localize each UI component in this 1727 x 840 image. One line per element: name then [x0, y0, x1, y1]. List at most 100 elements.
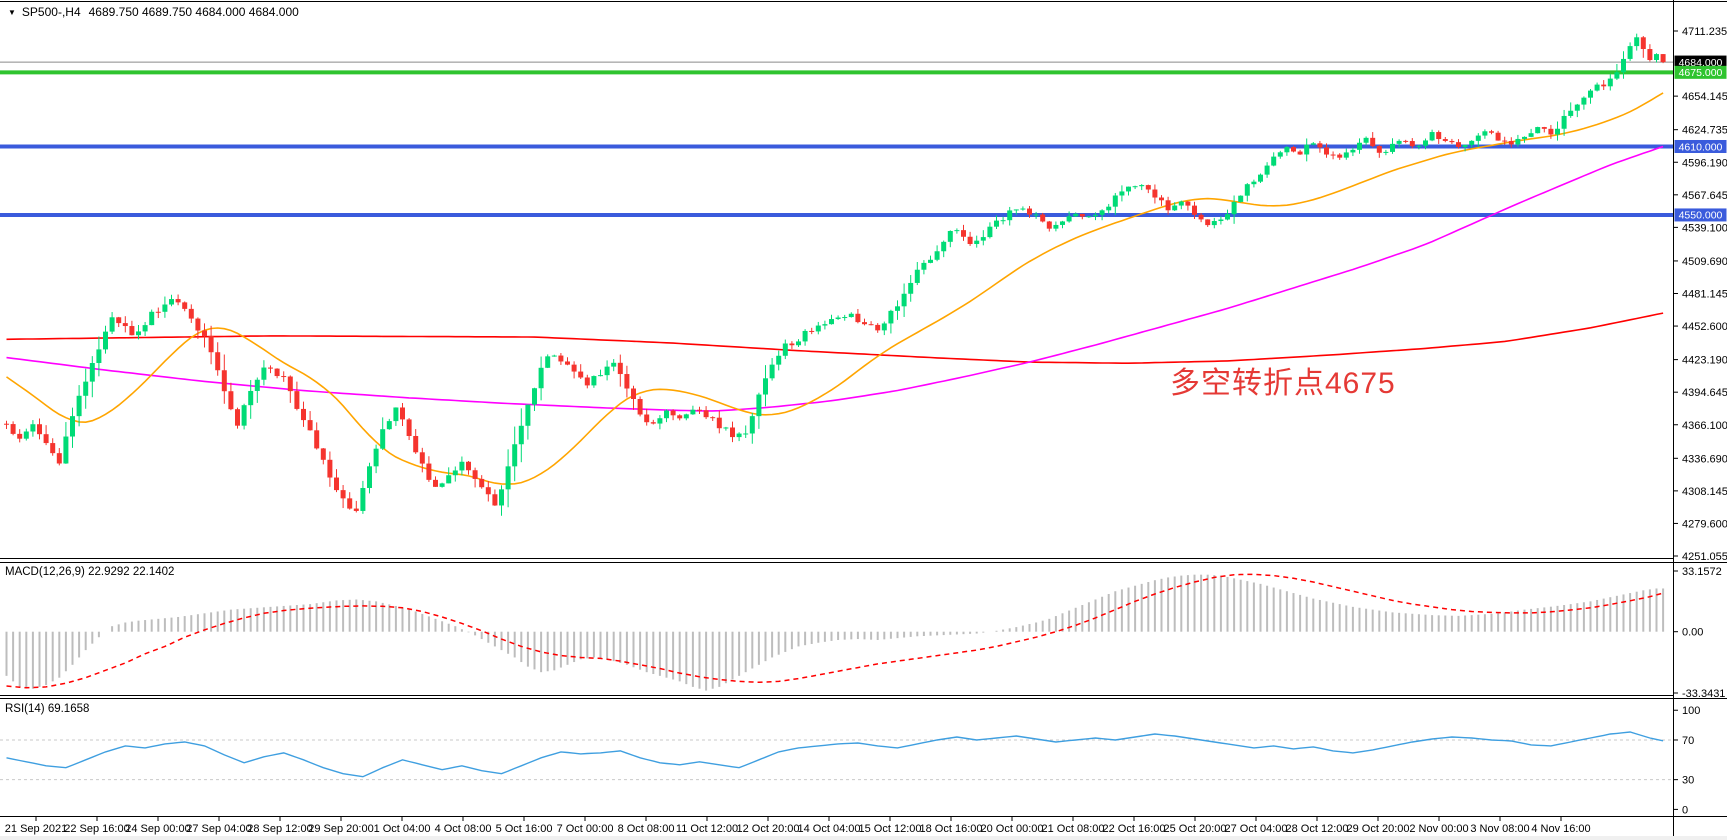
candle	[169, 299, 174, 305]
rsi-panel[interactable]: 100 70 30 0	[0, 697, 1727, 817]
candle	[644, 414, 650, 423]
time-axis-label: 21 Sep 2021	[5, 823, 67, 835]
candle	[736, 433, 742, 438]
candle	[1495, 132, 1501, 141]
candle	[617, 362, 623, 375]
candle	[1165, 200, 1171, 211]
price-axis-label: 4423.190	[1682, 355, 1727, 367]
candle	[690, 409, 696, 415]
chart-annotation[interactable]: 多空转折点4675	[1170, 367, 1396, 400]
rsi-axis-label: 70	[1682, 735, 1694, 747]
price-axis-label: 4452.600	[1682, 321, 1727, 333]
candle	[274, 368, 280, 377]
candle	[1258, 174, 1263, 182]
candle	[901, 293, 907, 307]
candle	[1264, 165, 1270, 175]
candle	[1291, 147, 1296, 152]
candle	[545, 356, 551, 368]
candle	[1548, 128, 1554, 135]
time-axis-label: 18 Oct 16:00	[920, 823, 983, 835]
candle	[941, 241, 947, 252]
candle	[1370, 137, 1376, 147]
candle	[683, 414, 689, 419]
candle	[928, 259, 933, 263]
symbol-name: SP500-,H4	[21, 5, 81, 19]
main-chart-panel[interactable]: 4711.235 4654.145 4624.735 4596.190 4567.645…	[0, 0, 1727, 560]
candle	[1627, 46, 1633, 59]
candle	[611, 362, 617, 367]
ma-mid-magenta-line	[6, 145, 1664, 412]
price-axis-label: 4654.145	[1682, 91, 1727, 103]
candle	[1396, 140, 1402, 144]
time-axis-label: 29 Oct 20:00	[1347, 823, 1410, 835]
candle	[413, 435, 419, 453]
macd-axis-label: 0.00	[1682, 627, 1703, 639]
candle	[301, 408, 306, 421]
candle	[987, 226, 993, 238]
candle	[1475, 135, 1481, 141]
candle	[961, 230, 966, 237]
time-axis-label: 22 Sep 16:00	[64, 823, 129, 835]
candle	[373, 448, 379, 467]
candle	[1205, 219, 1211, 226]
candle	[1383, 151, 1389, 153]
candle	[1429, 132, 1435, 141]
candle	[446, 475, 452, 484]
candle	[4, 423, 9, 425]
candle	[571, 364, 577, 372]
candle	[261, 367, 267, 380]
candle	[1502, 140, 1508, 142]
candle	[1350, 149, 1356, 153]
candle	[677, 415, 683, 419]
candle	[241, 405, 247, 426]
candle	[908, 282, 914, 294]
candle	[1654, 54, 1659, 61]
price-tag-label: 4675.000	[1679, 67, 1723, 79]
candle	[452, 470, 458, 476]
candle	[1376, 146, 1382, 153]
candle	[89, 363, 95, 382]
price-axis-label: 4711.235	[1682, 26, 1727, 38]
candle	[287, 376, 293, 392]
candle	[505, 466, 511, 490]
candle	[551, 355, 557, 357]
candle	[776, 355, 782, 365]
candle	[782, 343, 788, 356]
macd-panel[interactable]: 33.1572 0.00 -33.3431	[0, 560, 1727, 697]
candle	[17, 433, 23, 439]
candle	[327, 459, 333, 478]
candle	[492, 494, 498, 506]
candle	[1508, 141, 1514, 145]
candle	[1416, 145, 1422, 147]
candle	[1436, 132, 1442, 140]
price-tag	[1674, 55, 1727, 69]
candle	[1119, 191, 1125, 196]
candle	[221, 370, 227, 392]
price-axis-label: 4567.645	[1682, 190, 1727, 202]
price-axis-label: 4481.145	[1682, 289, 1727, 301]
candle	[1218, 219, 1224, 222]
candle	[334, 477, 339, 491]
candle	[340, 490, 346, 499]
candle	[1238, 195, 1244, 202]
candle	[466, 461, 471, 471]
symbol-dropdown-icon[interactable]: ▼	[8, 8, 16, 17]
candle	[518, 425, 524, 445]
macd-axis-label: 33.1572	[1682, 566, 1722, 578]
candle	[1000, 220, 1006, 222]
candle	[56, 453, 62, 464]
candle	[1060, 221, 1065, 225]
candles-layer	[4, 33, 1666, 516]
price-axis-label: 4596.190	[1682, 157, 1727, 169]
candle	[1079, 213, 1085, 217]
price-tag	[1674, 139, 1727, 153]
candle	[657, 418, 663, 424]
candle	[796, 341, 801, 346]
price-axis-label: 4336.690	[1682, 453, 1727, 465]
candle	[1178, 201, 1184, 206]
candle	[1139, 185, 1145, 187]
candle	[789, 343, 795, 346]
candle	[195, 318, 201, 331]
candle	[664, 410, 669, 419]
candle	[1046, 221, 1052, 229]
